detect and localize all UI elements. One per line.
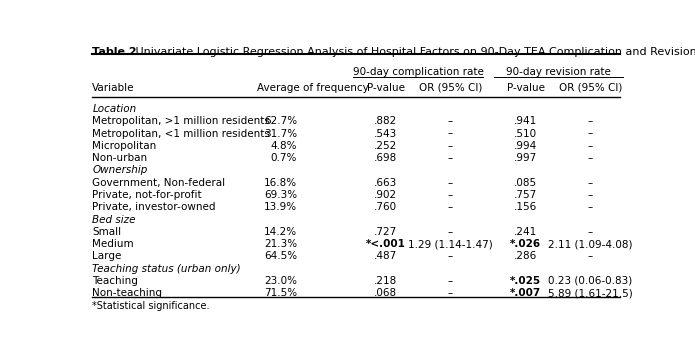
Text: *.007: *.007 (510, 288, 541, 298)
Text: 0.23 (0.06-0.83): 0.23 (0.06-0.83) (548, 276, 632, 286)
Text: Private, not-for-profit: Private, not-for-profit (92, 190, 202, 200)
Text: –: – (588, 178, 593, 188)
Text: .902: .902 (374, 190, 398, 200)
Text: –: – (448, 227, 453, 237)
Text: Government, Non-federal: Government, Non-federal (92, 178, 225, 188)
Text: .218: .218 (374, 276, 398, 286)
Text: Univariate Logistic Regression Analysis of Hospital Factors on 90-Day TEA Compli: Univariate Logistic Regression Analysis … (131, 47, 695, 58)
Text: .510: .510 (514, 129, 537, 138)
Text: 90-day revision rate: 90-day revision rate (506, 67, 611, 77)
Text: 71.5%: 71.5% (264, 288, 297, 298)
Text: Non-urban: Non-urban (92, 153, 147, 163)
Text: *.025: *.025 (510, 276, 541, 286)
Text: .068: .068 (374, 288, 398, 298)
Text: .487: .487 (374, 251, 398, 262)
Text: 64.5%: 64.5% (264, 251, 297, 262)
Text: Non-teaching: Non-teaching (92, 288, 162, 298)
Text: 31.7%: 31.7% (264, 129, 297, 138)
Text: Private, investor-owned: Private, investor-owned (92, 202, 215, 212)
Text: 21.3%: 21.3% (264, 239, 297, 249)
Text: –: – (588, 129, 593, 138)
Text: Micropolitan: Micropolitan (92, 141, 156, 151)
Text: Large: Large (92, 251, 122, 262)
Text: –: – (448, 276, 453, 286)
Text: –: – (448, 129, 453, 138)
Text: –: – (588, 227, 593, 237)
Text: .698: .698 (374, 153, 398, 163)
Text: –: – (588, 251, 593, 262)
Text: 16.8%: 16.8% (264, 178, 297, 188)
Text: Table 2.: Table 2. (92, 47, 141, 58)
Text: –: – (448, 153, 453, 163)
Text: P-value: P-value (507, 83, 545, 93)
Text: .941: .941 (514, 116, 537, 126)
Text: *<.001: *<.001 (366, 239, 406, 249)
Text: Teaching: Teaching (92, 276, 138, 286)
Text: 69.3%: 69.3% (264, 190, 297, 200)
Text: 2.11 (1.09-4.08): 2.11 (1.09-4.08) (548, 239, 632, 249)
Text: –: – (448, 202, 453, 212)
Text: .757: .757 (514, 190, 537, 200)
Text: .241: .241 (514, 227, 537, 237)
Text: 5.89 (1.61-21.5): 5.89 (1.61-21.5) (548, 288, 633, 298)
Text: 90-day complication rate: 90-day complication rate (352, 67, 484, 77)
Text: .760: .760 (374, 202, 398, 212)
Text: Metropolitan, >1 million residents: Metropolitan, >1 million residents (92, 116, 270, 126)
Text: Location: Location (92, 104, 136, 114)
Text: –: – (448, 178, 453, 188)
Text: 13.9%: 13.9% (264, 202, 297, 212)
Text: Metropolitan, <1 million residents: Metropolitan, <1 million residents (92, 129, 270, 138)
Text: Ownership: Ownership (92, 165, 147, 175)
Text: .286: .286 (514, 251, 537, 262)
Text: –: – (448, 190, 453, 200)
Text: –: – (588, 153, 593, 163)
Text: .543: .543 (374, 129, 398, 138)
Text: OR (95% CI): OR (95% CI) (559, 83, 622, 93)
Text: 0.7%: 0.7% (270, 153, 297, 163)
Text: Average of frequency: Average of frequency (256, 83, 368, 93)
Text: .156: .156 (514, 202, 537, 212)
Text: –: – (448, 116, 453, 126)
Text: .994: .994 (514, 141, 537, 151)
Text: .085: .085 (514, 178, 537, 188)
Text: *Statistical significance.: *Statistical significance. (92, 301, 210, 311)
Text: Medium: Medium (92, 239, 134, 249)
Text: .727: .727 (374, 227, 398, 237)
Text: –: – (588, 190, 593, 200)
Text: 23.0%: 23.0% (264, 276, 297, 286)
Text: –: – (588, 116, 593, 126)
Text: Bed size: Bed size (92, 214, 136, 224)
Text: 4.8%: 4.8% (270, 141, 297, 151)
Text: 14.2%: 14.2% (264, 227, 297, 237)
Text: .663: .663 (374, 178, 398, 188)
Text: –: – (448, 141, 453, 151)
Text: .882: .882 (374, 116, 398, 126)
Text: –: – (588, 202, 593, 212)
Text: –: – (588, 141, 593, 151)
Text: 62.7%: 62.7% (264, 116, 297, 126)
Text: Teaching status (urban only): Teaching status (urban only) (92, 264, 241, 274)
Text: Variable: Variable (92, 83, 135, 93)
Text: *.026: *.026 (510, 239, 541, 249)
Text: –: – (448, 288, 453, 298)
Text: .997: .997 (514, 153, 537, 163)
Text: 1.29 (1.14-1.47): 1.29 (1.14-1.47) (408, 239, 493, 249)
Text: .252: .252 (374, 141, 398, 151)
Text: –: – (448, 251, 453, 262)
Text: Small: Small (92, 227, 122, 237)
Text: OR (95% CI): OR (95% CI) (419, 83, 482, 93)
Text: P-value: P-value (367, 83, 404, 93)
